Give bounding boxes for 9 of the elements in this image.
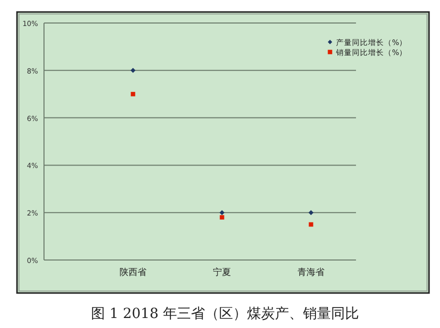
point — [130, 92, 136, 96]
text: 图 1 2018 年三省（区）煤炭产、销量同比 — [91, 306, 359, 322]
point — [220, 215, 224, 220]
point — [130, 68, 136, 73]
x-tick-label: 青海省 — [298, 267, 324, 278]
x-tick-label: 陕西省 — [120, 267, 146, 278]
point — [220, 210, 224, 216]
x-tick-label: 宁夏 — [213, 267, 231, 278]
point — [308, 210, 314, 216]
